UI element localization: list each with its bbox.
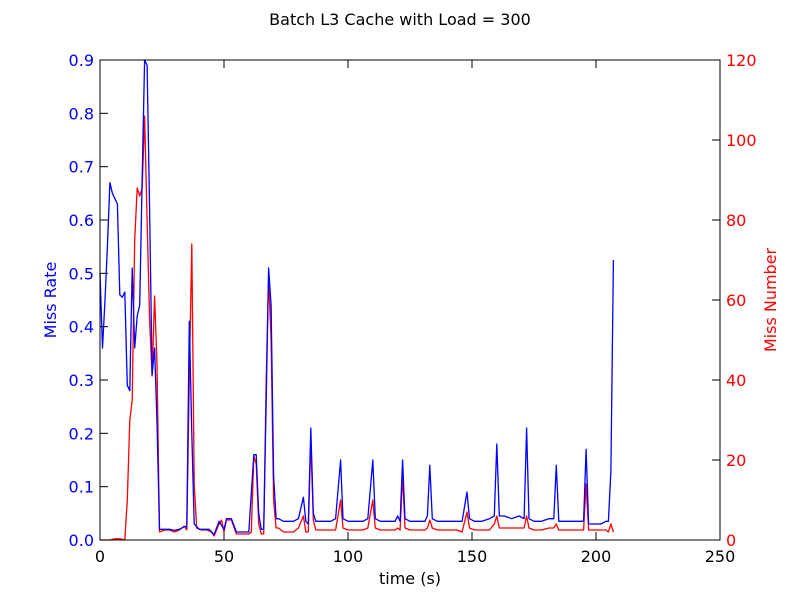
- miss-rate-line: [99, 59, 615, 536]
- x-tick-label: 250: [705, 547, 736, 566]
- x-tick-label: 150: [457, 547, 488, 566]
- y-left-tick-label: 0.3: [69, 371, 94, 390]
- series-layer: [99, 59, 615, 541]
- x-axis: 0 50 100 150 200 250: [95, 60, 735, 566]
- y-right-tick-label: 60: [726, 291, 746, 310]
- y-right-tick-label: 0: [726, 531, 736, 550]
- y-left-tick-label: 0.7: [69, 158, 94, 177]
- y-axis-right-title: Miss Number: [761, 247, 780, 352]
- miss-number-line: [100, 115, 615, 541]
- chart-title: Batch L3 Cache with Load = 300: [269, 10, 531, 29]
- y-right-tick-label: 20: [726, 451, 746, 470]
- y-right-tick-label: 80: [726, 211, 746, 230]
- y-axis-left: 0.0 0.1 0.2 0.3 0.4 0.5 0.6 0.7 0.8 0.9: [69, 51, 108, 550]
- y-left-tick-label: 0.1: [69, 478, 94, 497]
- y-left-tick-label: 0.0: [69, 531, 94, 550]
- y-left-tick-label: 0.2: [69, 424, 94, 443]
- x-tick-label: 0: [95, 547, 105, 566]
- y-axis-left-title: Miss Rate: [41, 262, 60, 339]
- y-left-tick-label: 0.6: [69, 211, 94, 230]
- y-left-tick-label: 0.8: [69, 104, 94, 123]
- x-tick-label: 200: [581, 547, 612, 566]
- y-left-tick-label: 0.4: [69, 318, 94, 337]
- x-tick-label: 100: [333, 547, 364, 566]
- y-left-tick-label: 0.9: [69, 51, 94, 70]
- y-right-tick-label: 100: [726, 131, 757, 150]
- y-right-tick-label: 120: [726, 51, 757, 70]
- y-right-tick-label: 40: [726, 371, 746, 390]
- x-axis-title: time (s): [379, 569, 441, 588]
- x-tick-label: 50: [214, 547, 234, 566]
- y-axis-right: 0 20 40 60 80 100 120: [712, 51, 757, 550]
- y-left-tick-label: 0.5: [69, 264, 94, 283]
